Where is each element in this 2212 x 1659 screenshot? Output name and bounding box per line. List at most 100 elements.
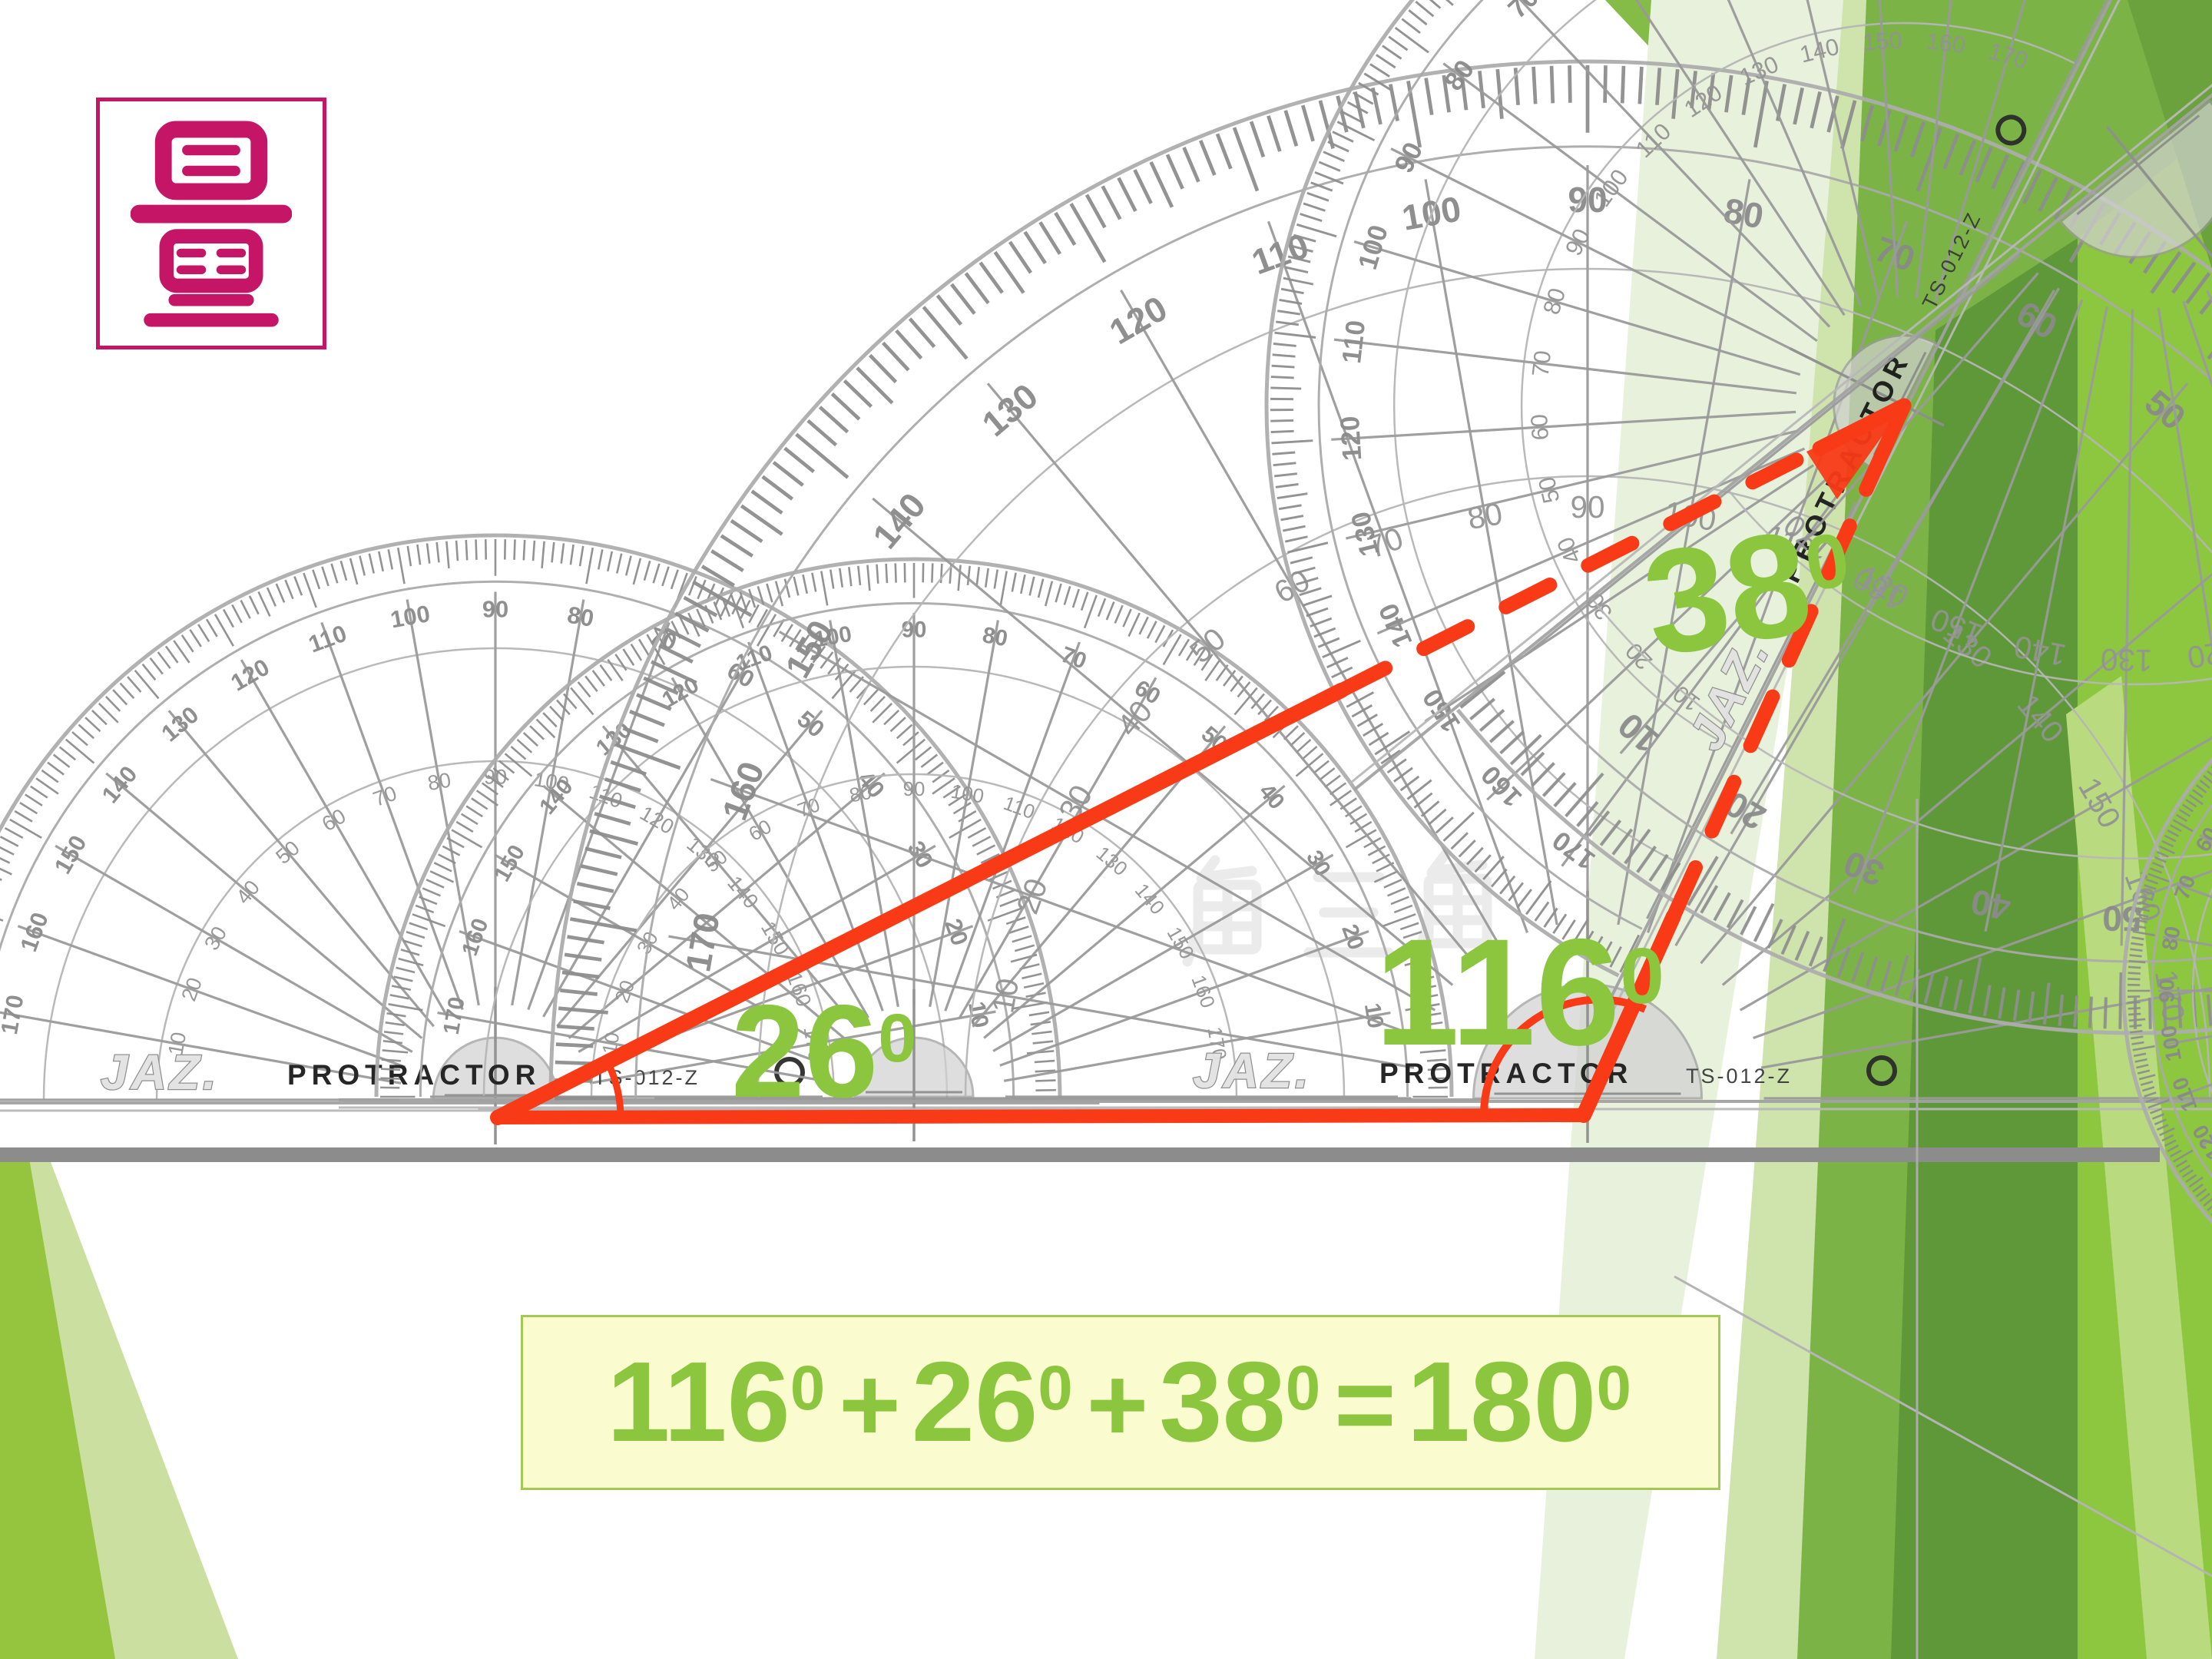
degree-tick <box>563 693 578 710</box>
scale-number-inner: 70 <box>1527 349 1556 379</box>
degree-tick <box>806 419 838 447</box>
degree-tick <box>1296 223 1337 238</box>
degree-tick <box>91 709 108 726</box>
degree-tick <box>41 769 59 783</box>
radial-line <box>944 641 1081 1012</box>
degree-tick <box>1287 541 1329 554</box>
degree-tick <box>993 250 1025 294</box>
degree-tick <box>1300 104 1315 142</box>
radial-line <box>2157 307 2212 937</box>
degree-tick <box>632 558 642 585</box>
degree-tick <box>504 753 533 777</box>
scale-number-outer: 120 <box>226 654 273 697</box>
degree-tick <box>1285 266 1309 273</box>
degree-tick <box>1687 856 1719 906</box>
degree-tick <box>1541 772 1566 797</box>
degree-tick <box>1270 386 1302 390</box>
degree-tick <box>1408 949 1428 956</box>
degree-tick <box>2130 948 2143 952</box>
degree-tick <box>1865 956 1879 988</box>
degree-tick <box>1405 1003 1440 1012</box>
scale-number-inner: 70 <box>369 781 399 811</box>
degree-tick <box>1293 566 1316 575</box>
degree-tick <box>1330 782 1347 796</box>
degree-tick <box>651 660 697 685</box>
degree-tick <box>1491 868 1508 888</box>
degree-tick <box>2128 965 2141 969</box>
radial-line <box>511 599 585 1006</box>
degree-tick <box>384 1031 404 1035</box>
degree-tick <box>465 805 483 818</box>
degree-tick <box>1998 987 2006 1019</box>
protractor-arc <box>2151 672 2212 1310</box>
degree-tick <box>2088 996 2093 1028</box>
scale-number-outer: 90 <box>2154 979 2178 1002</box>
degree-tick <box>189 629 202 647</box>
degree-tick <box>1011 572 1017 592</box>
degree-tick <box>284 579 294 600</box>
degree-tick <box>2199 780 2210 790</box>
degree-tick <box>948 793 966 806</box>
degree-tick <box>1543 907 1558 928</box>
degree-tick <box>1427 1058 1447 1062</box>
degree-tick <box>630 643 643 661</box>
scale-number-outer: 50 <box>792 705 830 743</box>
degree-tick <box>1387 887 1406 897</box>
scale-number-outer: 80 <box>1720 190 1766 236</box>
scale-number-inner: 20 <box>177 974 207 1004</box>
degree-tick <box>580 864 618 876</box>
degree-tick <box>257 591 271 617</box>
degree-tick <box>1097 598 1107 618</box>
degree-tick <box>1780 925 1796 955</box>
degree-tick <box>84 717 101 733</box>
degree-tick <box>426 879 445 889</box>
degree-tick <box>848 567 853 587</box>
degree-tick <box>1840 100 1857 150</box>
degree-tick <box>558 1006 608 1015</box>
thick-gray-baseline <box>0 1147 2160 1162</box>
protractor-rim-arc <box>0 533 1062 1101</box>
degree-tick <box>1520 751 1545 777</box>
degree-tick <box>451 829 483 849</box>
degree-tick <box>670 569 679 590</box>
degree-tick <box>1204 658 1221 681</box>
degree-tick <box>522 539 526 561</box>
scale-number-outer: 100 <box>1353 222 1394 273</box>
radial-line <box>1984 306 2108 932</box>
radial-line <box>778 631 1436 1012</box>
degree-tick <box>1193 648 1206 666</box>
degree-tick <box>248 595 260 615</box>
degree-tick <box>1860 104 1875 142</box>
degree-tick <box>585 547 594 584</box>
degree-tick <box>1531 762 1555 787</box>
degree-tick <box>396 966 416 974</box>
scale-number-outer: 140 <box>97 760 143 808</box>
degree-tick <box>1283 110 1299 147</box>
degree-tick <box>321 566 329 587</box>
degree-tick <box>422 887 441 897</box>
degree-tick <box>2148 997 2152 1029</box>
degree-tick <box>1138 616 1149 635</box>
degree-tick <box>1394 26 1429 54</box>
degree-tick <box>739 591 748 611</box>
degree-tick <box>359 555 366 576</box>
degree-tick <box>1028 576 1035 596</box>
degree-tick <box>30 785 48 799</box>
degree-tick <box>1466 846 1484 866</box>
degree-tick <box>1014 944 1035 952</box>
degree-tick <box>1382 913 1416 928</box>
degree-tick <box>2164 1139 2177 1147</box>
degree-tick <box>1313 760 1330 774</box>
degree-tick <box>1356 714 1378 727</box>
degree-tick <box>471 797 488 810</box>
radial-line <box>1003 1012 1391 1082</box>
degree-tick <box>382 1049 409 1054</box>
degree-tick <box>433 862 452 873</box>
facet-left-wedge <box>0 1150 117 1659</box>
degree-tick <box>1794 930 1810 961</box>
degree-tick <box>1479 709 1505 732</box>
degree-tick <box>1270 397 1293 401</box>
scale-number-outer: 120 <box>1103 288 1174 352</box>
protractor-arc <box>0 580 1015 1101</box>
red-triangle <box>490 398 1912 1125</box>
